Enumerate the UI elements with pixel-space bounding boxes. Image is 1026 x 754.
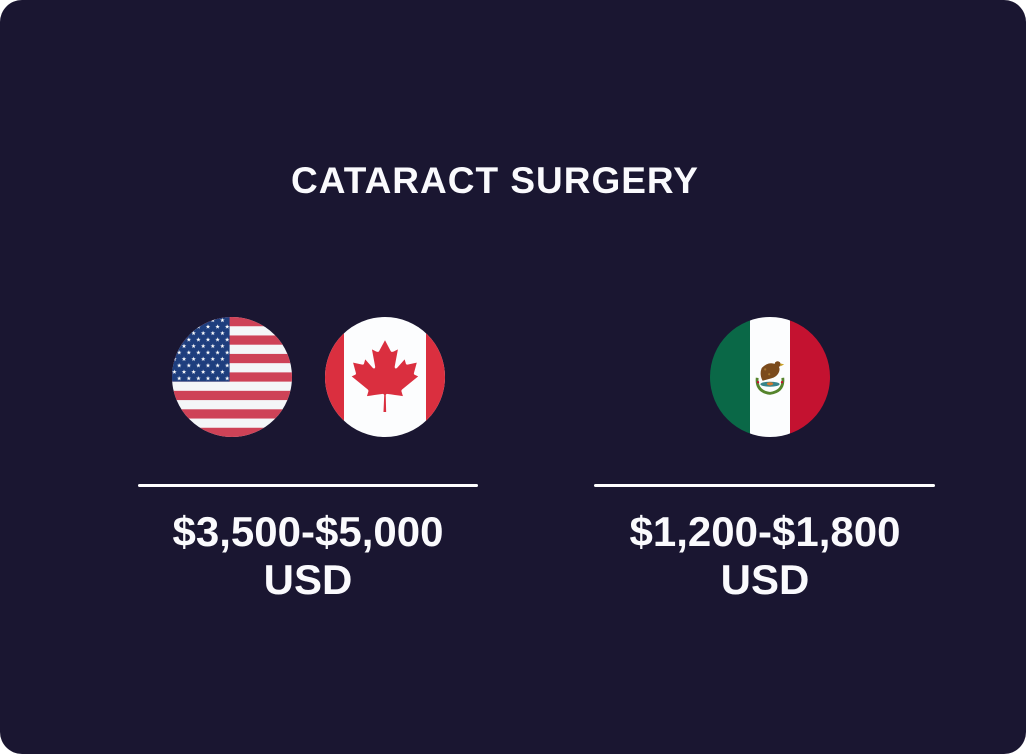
procedure-title: CATARACT SURGERY — [291, 160, 699, 201]
currency-label: USD — [720, 556, 810, 603]
mexico-divider — [594, 484, 935, 487]
usa-flag-icon — [172, 317, 292, 437]
price-range: $1,200-$1,800 — [629, 508, 901, 555]
mexico-flag-icon — [710, 317, 830, 437]
us-canada-divider — [138, 484, 478, 487]
us-canada-price-block: $3,500-$5,000 USD — [128, 508, 488, 604]
mexico-price-block: $1,200-$1,800 USD — [590, 508, 940, 604]
currency-label: USD — [263, 556, 353, 603]
canada-flag-icon — [325, 317, 445, 437]
price-range: $3,500-$5,000 — [172, 508, 444, 555]
mexico-eagle-emblem — [755, 361, 785, 395]
